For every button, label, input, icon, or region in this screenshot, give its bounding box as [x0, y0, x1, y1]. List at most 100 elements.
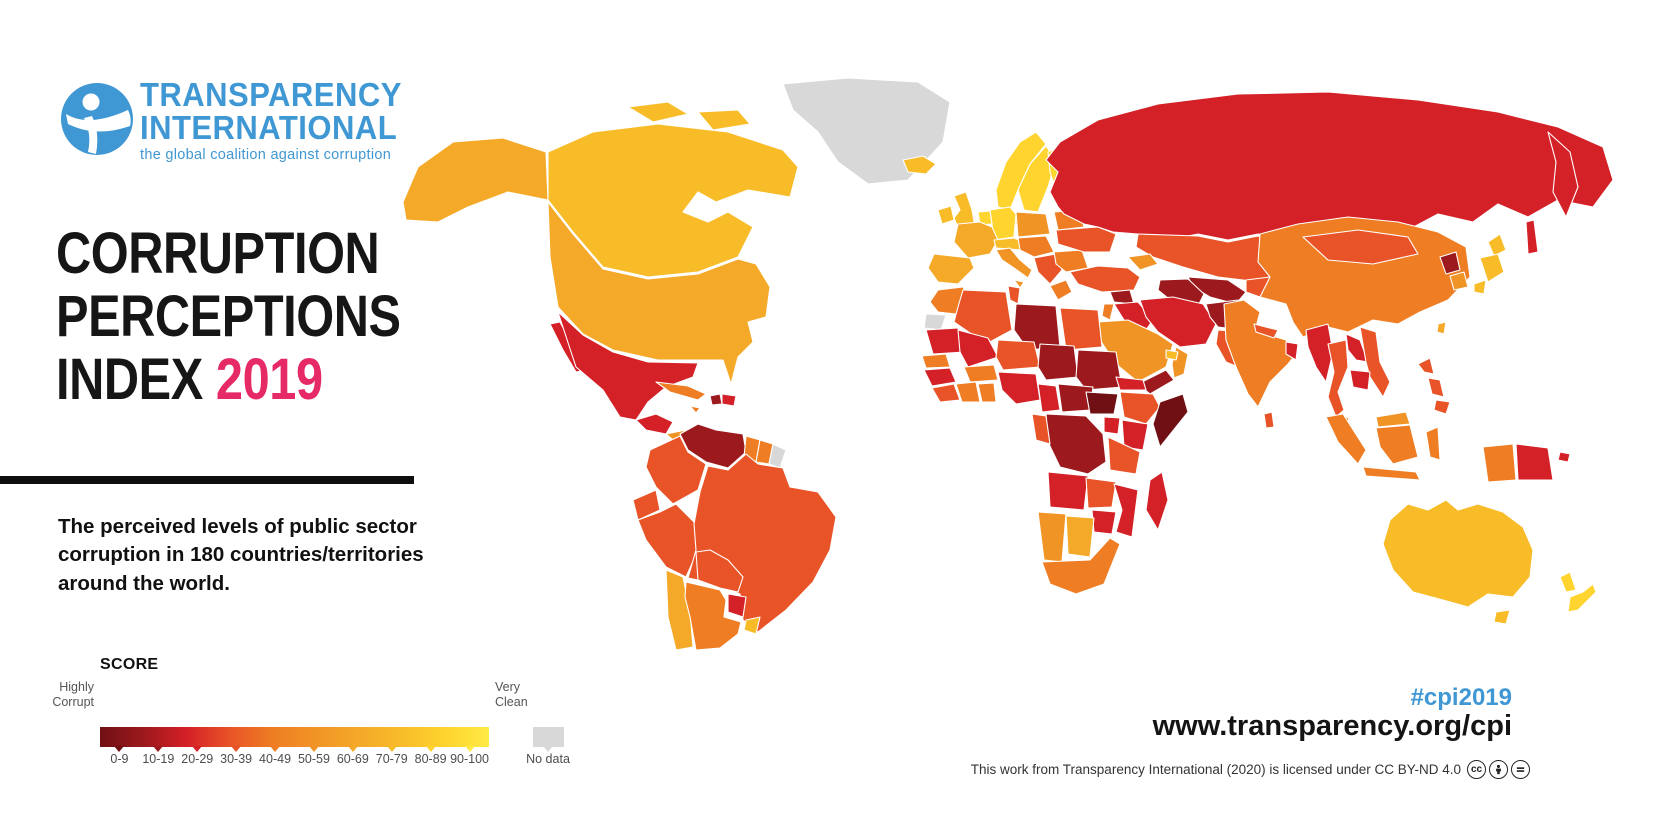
- title-line1: CORRUPTION: [56, 221, 380, 286]
- map-region-laos: [1345, 333, 1369, 363]
- map-region-cameroon: [1037, 383, 1061, 413]
- legend-tick-label: 30-39: [220, 752, 253, 766]
- map-region-senegal: [921, 353, 951, 369]
- map-region-sakhalin-russia: [1525, 219, 1539, 255]
- map-region-caucasus: [1127, 253, 1159, 271]
- map-region-indonesia-papua: [1482, 443, 1517, 483]
- map-region-south-africa: [1041, 537, 1121, 595]
- map-region-australia: [1382, 499, 1534, 608]
- map-region-uganda: [1103, 416, 1121, 435]
- map-region-japan-kyushu: [1473, 279, 1487, 295]
- cc-license-icons: cc: [1467, 760, 1530, 779]
- transparency-url[interactable]: www.transparency.org/cpi: [1152, 710, 1512, 742]
- legend-tick-marker: [464, 746, 475, 752]
- map-region-philippines-north: [1417, 357, 1435, 375]
- map-region-balkans: [1033, 253, 1063, 285]
- map-region-guinea: [923, 367, 957, 387]
- map-region-ethiopia: [1119, 391, 1161, 425]
- map-region-sicily: [1013, 279, 1025, 289]
- map-region-kenya: [1121, 419, 1149, 451]
- legend-tick-label: 90-100: [450, 752, 490, 766]
- map-region-nigeria: [997, 371, 1041, 405]
- map-region-philippines-south: [1433, 399, 1451, 415]
- map-region-sierra-leone-liberia: [931, 383, 961, 403]
- map-region-congo-gabon: [1031, 413, 1051, 445]
- map-region-namibia: [1037, 511, 1067, 563]
- map-region-north-korea: [1439, 251, 1461, 275]
- map-region-myanmar: [1305, 323, 1334, 383]
- map-region-south-sudan: [1085, 391, 1119, 415]
- intro-text: The perceived levels of public sector co…: [58, 514, 424, 595]
- legend-tick-label: 0-9: [110, 752, 129, 766]
- map-region-jordan-israel: [1101, 303, 1115, 321]
- map-region-bolivia: [695, 549, 744, 593]
- legend-tick-label: 20-29: [181, 752, 214, 766]
- map-region-indonesia-java: [1362, 466, 1421, 481]
- map-region-alaska-usa: [402, 137, 549, 223]
- map-region-taiwan: [1436, 321, 1447, 335]
- map-region-jamaica: [689, 405, 701, 414]
- no-derivatives-icon: [1511, 760, 1530, 779]
- map-region-thailand: [1327, 339, 1349, 418]
- legend-tick-label: 10-19: [142, 752, 175, 766]
- map-region-indonesia-sulawesi: [1425, 426, 1441, 461]
- map-region-chile: [665, 569, 694, 651]
- map-region-haiti: [709, 393, 723, 406]
- legend-tick-marker: [192, 746, 203, 752]
- license-text: This work from Transparency Internationa…: [970, 762, 1461, 777]
- legend-tick-marker: [308, 746, 319, 752]
- title-index: INDEX: [56, 347, 216, 412]
- map-region-mongolia: [1302, 229, 1419, 265]
- map-region-canada-arctic-islands-1: [627, 101, 689, 123]
- map-region-japan-honshu: [1479, 253, 1505, 283]
- map-region-egypt: [1059, 307, 1103, 351]
- map-region-png-islands: [1557, 451, 1571, 463]
- map-region-tasmania: [1493, 609, 1511, 625]
- map-region-dominican-republic: [721, 393, 737, 407]
- map-region-italy: [995, 247, 1033, 279]
- map-region-greenland: [782, 77, 951, 185]
- legend-tick-marker: [425, 746, 436, 752]
- map-region-poland: [1015, 211, 1051, 238]
- map-region-canada: [547, 123, 799, 278]
- map-region-ivory-coast: [955, 381, 981, 403]
- map-region-papua-new-guinea: [1515, 443, 1554, 481]
- map-region-central-europe: [1017, 235, 1055, 258]
- map-region-eritrea: [1115, 376, 1147, 391]
- title-line3: INDEX 2019: [56, 348, 401, 411]
- map-region-ghana: [977, 382, 997, 403]
- map-region-syria: [1109, 289, 1135, 305]
- map-region-greece: [1049, 279, 1073, 301]
- legend-tick-label: 60-69: [336, 752, 369, 766]
- legend-label-highly-corrupt: Highly Corrupt: [52, 680, 94, 709]
- map-region-south-korea: [1449, 271, 1469, 291]
- map-region-uruguay: [743, 616, 761, 635]
- legend-gradient-bar: [100, 727, 489, 747]
- map-region-cambodia: [1349, 369, 1371, 391]
- attribution-icon: [1489, 760, 1508, 779]
- map-region-new-zealand-south: [1567, 583, 1597, 613]
- map-region-western-sahara: [923, 313, 947, 331]
- ti-globe-icon: [61, 83, 133, 155]
- legend-tick-marker: [153, 746, 164, 752]
- title-year: 2019: [215, 347, 323, 412]
- map-region-japan-hokkaido: [1487, 233, 1507, 257]
- legend-tick-marker: [114, 746, 125, 752]
- map-region-paraguay: [727, 593, 747, 618]
- legend-no-data-swatch: [533, 727, 564, 747]
- legend-tick-label: 70-79: [375, 752, 408, 766]
- ti-logo: TRANSPARENCY INTERNATIONAL the global co…: [58, 76, 401, 171]
- map-region-botswana: [1065, 515, 1095, 558]
- map-region-new-zealand-north: [1559, 571, 1577, 593]
- map-region-usa: [547, 201, 771, 385]
- map-region-sudan: [1075, 349, 1123, 391]
- map-region-argentina: [684, 581, 742, 651]
- map-region-mali: [957, 329, 999, 368]
- map-region-malaysia-borneo: [1375, 411, 1411, 428]
- map-region-philippines-central: [1427, 377, 1445, 398]
- map-region-burkina-faso: [963, 364, 999, 383]
- logo-name-line1: TRANSPARENCY: [140, 76, 402, 113]
- map-region-angola: [1047, 471, 1089, 511]
- map-region-france: [953, 221, 999, 259]
- title-line2: PERCEPTIONS: [56, 284, 401, 349]
